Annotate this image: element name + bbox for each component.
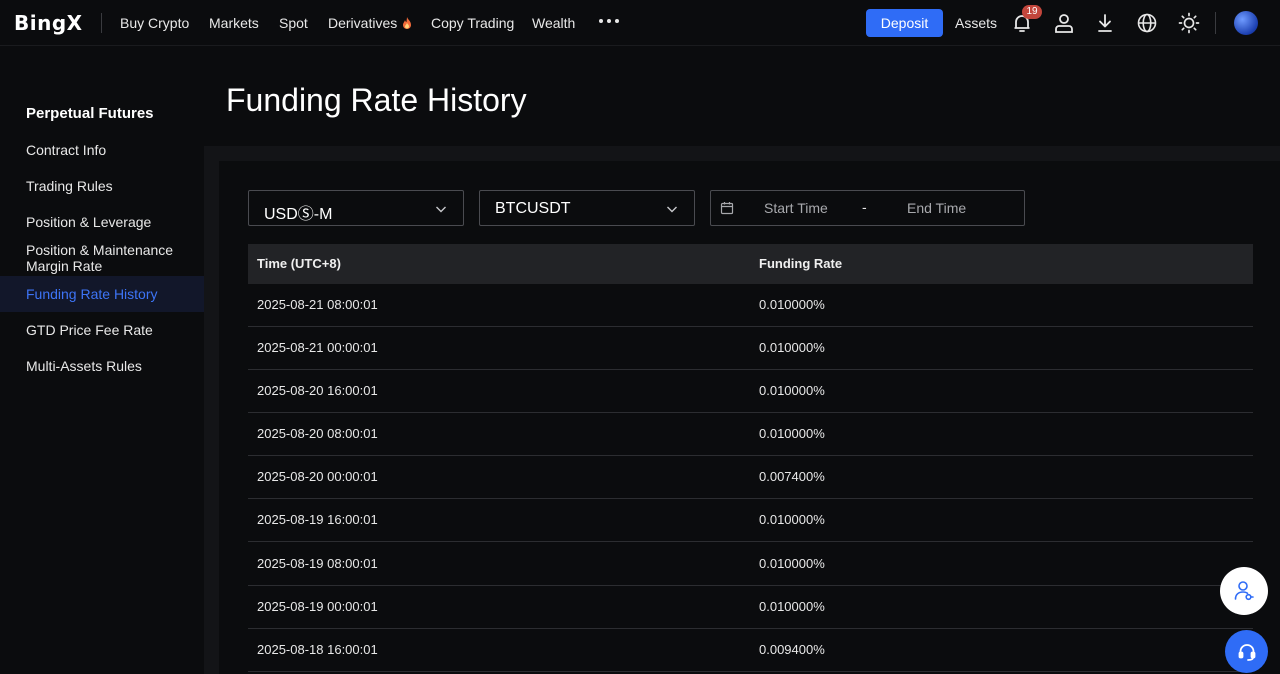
cell-time: 2025-08-18 16:00:01 [257,642,378,657]
chevron-down-icon [436,206,446,213]
fire-icon [403,17,412,29]
cell-funding-rate: 0.010000% [759,426,825,441]
table-row: 2025-08-20 16:00:01 0.010000% [248,370,1253,413]
sidebar-title: Perpetual Futures [26,105,154,122]
date-range-picker[interactable]: Start Time - End Time [710,190,1025,226]
column-header-funding-rate: Funding Rate [759,256,843,271]
page-title: Funding Rate History [226,82,527,118]
user-icon[interactable] [1053,12,1075,34]
cell-time: 2025-08-20 08:00:01 [257,426,378,441]
sidebar-item-funding-rate-history[interactable]: Funding Rate History [0,276,204,312]
sun-icon[interactable] [1178,12,1200,34]
nav-spot[interactable]: Spot [279,15,308,31]
support-float-button[interactable] [1225,630,1268,673]
notification-badge: 19 [1022,5,1042,19]
cell-funding-rate: 0.010000% [759,340,825,355]
cell-time: 2025-08-21 00:00:01 [257,340,378,355]
assets-link[interactable]: Assets [955,15,998,31]
deposit-button[interactable]: Deposit [866,9,943,37]
sidebar-item-position-maintenance-margin-rate[interactable]: Position & Maintenance Margin Rate [26,242,174,274]
table-row: 2025-08-21 00:00:01 0.010000% [248,327,1253,370]
sidebar-item-contract-info[interactable]: Contract Info [26,142,107,158]
nav-markets[interactable]: Markets [209,15,259,31]
symbol-value: BTCUSDT [495,200,571,217]
table-row: 2025-08-21 08:00:01 0.010000% [248,284,1253,327]
start-time-input[interactable]: Start Time [764,200,828,216]
top-navigation-bar: BingX Buy Crypto Markets Spot Derivative… [0,0,1280,46]
cell-funding-rate: 0.009400% [759,642,825,657]
nav-derivatives[interactable]: Derivatives [328,15,412,31]
logo-divider [101,13,102,33]
date-range-separator: - [862,199,867,215]
cell-time: 2025-08-19 08:00:01 [257,556,378,571]
bingx-logo[interactable]: BingX [14,11,83,35]
table-row: 2025-08-19 16:00:01 0.010000% [248,499,1253,542]
cell-time: 2025-08-20 00:00:01 [257,469,378,484]
table-row: 2025-08-18 16:00:01 0.009400% [248,629,1253,672]
cell-funding-rate: 0.010000% [759,512,825,527]
sidebar-item-position-leverage[interactable]: Position & Leverage [26,214,152,230]
margin-type-select[interactable]: USDⓈ-M [248,190,464,226]
community-icon [1234,581,1254,601]
sidebar-item-multi-assets-rules[interactable]: Multi-Assets Rules [26,358,142,374]
cell-time: 2025-08-19 16:00:01 [257,512,378,527]
table-row: 2025-08-20 08:00:01 0.010000% [248,413,1253,456]
globe-icon[interactable] [1136,12,1158,34]
cell-time: 2025-08-21 08:00:01 [257,297,378,312]
table-row: 2025-08-19 00:00:01 0.010000% [248,586,1253,629]
table-row: 2025-08-20 00:00:01 0.007400% [248,456,1253,499]
column-header-time: Time (UTC+8) [257,256,341,271]
community-float-button[interactable] [1220,567,1268,615]
chevron-down-icon [667,206,677,213]
cell-funding-rate: 0.010000% [759,297,825,312]
table-row: 2025-08-19 08:00:01 0.010000% [248,543,1253,586]
cell-funding-rate: 0.010000% [759,383,825,398]
nav-copy-trading[interactable]: Copy Trading [431,15,515,31]
cell-funding-rate: 0.010000% [759,599,825,614]
avatar[interactable] [1234,11,1258,35]
nav-wealth[interactable]: Wealth [532,15,576,31]
download-icon[interactable] [1094,12,1116,34]
cell-funding-rate: 0.007400% [759,469,825,484]
cell-funding-rate: 0.010000% [759,556,825,571]
headset-icon [1238,643,1255,661]
header-divider [1215,12,1216,34]
margin-type-value: USDⓈ-M [264,206,333,223]
cell-time: 2025-08-20 16:00:01 [257,383,378,398]
calendar-icon [720,202,734,215]
nav-derivatives-label: Derivatives [328,15,398,31]
table-header: Time (UTC+8) Funding Rate [248,244,1253,284]
symbol-select[interactable]: BTCUSDT [479,190,695,226]
more-dots-icon[interactable] [598,13,620,29]
cell-time: 2025-08-19 00:00:01 [257,599,378,614]
sidebar-item-trading-rules[interactable]: Trading Rules [26,178,113,194]
sidebar-item-gtd-price-fee-rate[interactable]: GTD Price Fee Rate [26,322,153,338]
nav-buy-crypto[interactable]: Buy Crypto [120,15,190,31]
end-time-input[interactable]: End Time [907,200,967,216]
